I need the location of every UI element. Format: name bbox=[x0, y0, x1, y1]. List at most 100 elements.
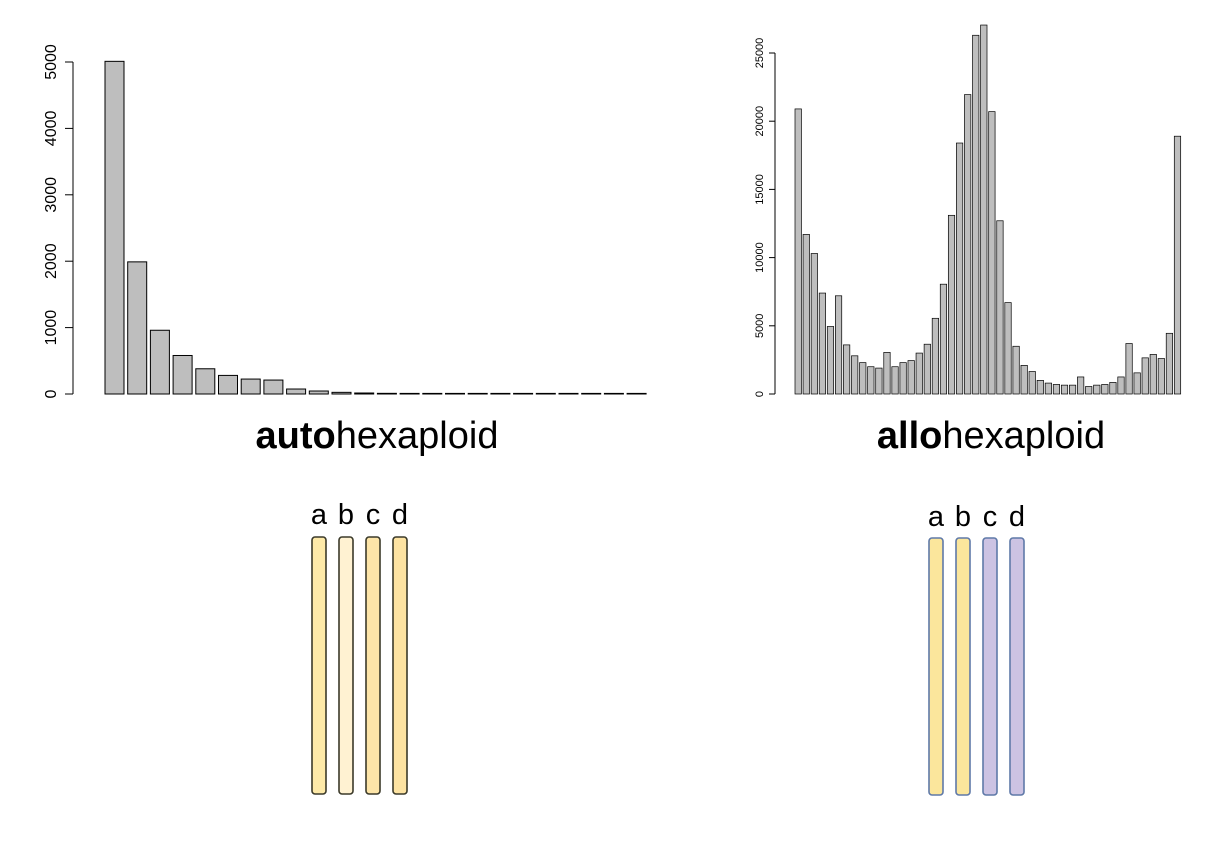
bar bbox=[626, 392, 647, 395]
bar bbox=[1093, 384, 1101, 395]
bar bbox=[1101, 384, 1109, 395]
chart-title: allohexaploid bbox=[877, 415, 1105, 457]
chart-title: autohexaploid bbox=[256, 415, 499, 457]
bar bbox=[1052, 384, 1060, 395]
y-tick-label: 4000 bbox=[43, 111, 60, 147]
chromosome-bar bbox=[311, 536, 327, 795]
bars bbox=[794, 24, 1182, 395]
chromosome-label: c bbox=[366, 499, 381, 531]
y-tick-label: 3000 bbox=[43, 177, 60, 213]
bar bbox=[127, 261, 148, 395]
y-tick-label: 1000 bbox=[43, 310, 60, 346]
chart-title-bold: auto bbox=[256, 415, 336, 457]
bar bbox=[513, 392, 534, 395]
chromosome-label: a bbox=[311, 499, 328, 531]
bar bbox=[1173, 135, 1182, 395]
bar bbox=[1077, 376, 1085, 395]
y-tick-label: 2000 bbox=[43, 243, 60, 279]
chromosome-bar bbox=[928, 537, 944, 796]
chromosome-label: d bbox=[1009, 501, 1025, 533]
bar bbox=[1157, 358, 1165, 395]
bar bbox=[1020, 365, 1028, 395]
y-tick-label: 25000 bbox=[754, 38, 766, 69]
y-tick-label: 10000 bbox=[754, 242, 766, 273]
bar bbox=[308, 390, 329, 395]
bar bbox=[1117, 376, 1125, 395]
bar bbox=[818, 292, 826, 395]
bar bbox=[1109, 382, 1117, 395]
bar bbox=[354, 392, 375, 395]
bar bbox=[331, 391, 352, 395]
bar bbox=[286, 388, 307, 395]
bar bbox=[851, 355, 859, 395]
bar bbox=[1165, 332, 1173, 395]
bar bbox=[104, 60, 125, 395]
chromosome-bar bbox=[338, 536, 354, 795]
chart-title-rest: hexaploid bbox=[336, 415, 499, 457]
bar bbox=[1028, 371, 1036, 395]
chromosome-label: b bbox=[955, 501, 971, 533]
bar bbox=[859, 362, 867, 395]
bar bbox=[558, 392, 579, 395]
bar bbox=[794, 108, 802, 395]
bar bbox=[445, 392, 465, 395]
chromosome-label: b bbox=[338, 499, 354, 531]
y-tick-label: 0 bbox=[43, 389, 60, 398]
chromosome-bar bbox=[955, 537, 971, 796]
bar bbox=[1149, 354, 1157, 395]
bar bbox=[467, 392, 488, 395]
bar bbox=[149, 329, 170, 395]
bar bbox=[883, 352, 891, 395]
bar bbox=[907, 360, 915, 395]
chromosome-bar bbox=[365, 536, 381, 795]
bar bbox=[1133, 372, 1141, 395]
bar bbox=[1060, 384, 1069, 395]
chromosome-label: d bbox=[392, 499, 408, 531]
bar bbox=[964, 94, 972, 395]
chromosome-label: a bbox=[928, 501, 945, 533]
bar bbox=[1085, 386, 1093, 395]
bar bbox=[996, 220, 1004, 395]
bar bbox=[195, 368, 216, 395]
bars bbox=[104, 60, 647, 395]
bar bbox=[218, 374, 238, 395]
bar bbox=[931, 317, 939, 395]
bar bbox=[490, 392, 511, 395]
bar bbox=[1004, 302, 1012, 395]
bar bbox=[603, 392, 624, 395]
chromosome-bar bbox=[392, 536, 408, 795]
bar bbox=[834, 295, 843, 395]
chromosome-bar bbox=[1009, 537, 1025, 796]
bar bbox=[581, 392, 602, 395]
y-tick-label: 5000 bbox=[754, 314, 766, 338]
bar bbox=[972, 34, 980, 395]
y-tick-label: 0 bbox=[754, 391, 766, 397]
bar bbox=[956, 142, 964, 395]
bar bbox=[867, 366, 875, 395]
y-tick-label: 20000 bbox=[754, 106, 766, 137]
bar bbox=[1125, 343, 1133, 395]
y-axis-ticks: 0 5000 10000 15000 20000 25000 bbox=[754, 38, 775, 397]
bar bbox=[980, 24, 988, 395]
bar bbox=[988, 111, 996, 395]
y-tick-label: 5000 bbox=[43, 44, 60, 80]
bar bbox=[422, 392, 443, 395]
bar bbox=[1012, 345, 1020, 395]
bar bbox=[923, 343, 931, 395]
bar bbox=[1036, 380, 1044, 395]
bar bbox=[263, 379, 284, 395]
bar bbox=[172, 354, 193, 395]
bar bbox=[891, 366, 899, 395]
bar bbox=[535, 392, 556, 395]
bar bbox=[802, 234, 810, 395]
bar bbox=[810, 253, 818, 395]
bar bbox=[939, 283, 948, 395]
bar bbox=[915, 352, 923, 395]
chromosome-label: c bbox=[983, 501, 998, 533]
bar bbox=[1044, 382, 1052, 395]
y-axis-ticks: 0 1000 2000 3000 4000 5000 bbox=[43, 44, 73, 398]
bar bbox=[875, 367, 883, 395]
